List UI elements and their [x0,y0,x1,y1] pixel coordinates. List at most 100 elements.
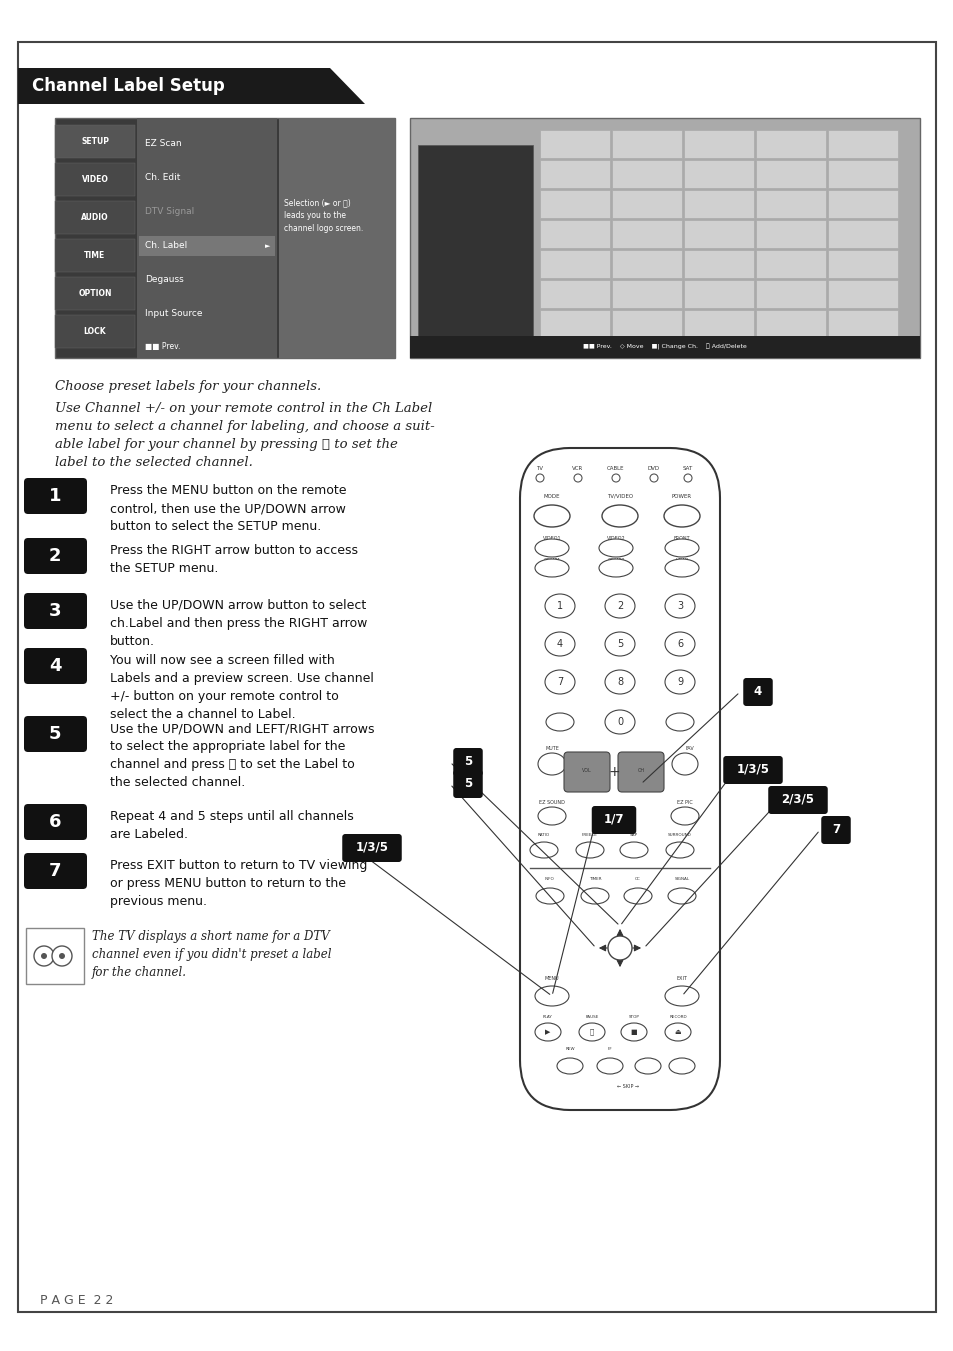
FancyBboxPatch shape [342,834,401,862]
FancyBboxPatch shape [827,280,897,308]
Text: ⏸: ⏸ [589,1028,594,1035]
Ellipse shape [601,505,638,527]
Text: VCR: VCR [572,466,583,470]
FancyBboxPatch shape [767,786,827,815]
Text: 7: 7 [49,862,61,880]
Text: CABLE: CABLE [607,466,624,470]
FancyBboxPatch shape [612,190,681,218]
FancyBboxPatch shape [618,753,663,792]
Text: 4: 4 [557,639,562,648]
Text: SAT: SAT [682,466,693,470]
FancyBboxPatch shape [417,145,533,350]
Text: +: + [608,765,619,780]
Ellipse shape [664,594,695,617]
Text: 4: 4 [49,657,61,676]
Ellipse shape [534,505,569,527]
Text: SURROUND: SURROUND [667,834,691,838]
FancyBboxPatch shape [410,336,919,358]
Text: 5: 5 [49,725,61,743]
Ellipse shape [623,888,651,904]
Text: ■■ Prev.: ■■ Prev. [145,342,180,350]
Text: PLAY: PLAY [542,1015,553,1019]
Text: 1/3/5: 1/3/5 [736,763,769,775]
Ellipse shape [536,888,563,904]
FancyBboxPatch shape [563,753,609,792]
FancyBboxPatch shape [683,190,753,218]
Circle shape [34,946,54,966]
FancyBboxPatch shape [539,280,609,308]
FancyBboxPatch shape [24,538,87,574]
FancyBboxPatch shape [55,163,135,196]
FancyBboxPatch shape [24,478,87,513]
Ellipse shape [544,594,575,617]
Text: MUTE: MUTE [544,746,558,751]
Text: Choose preset labels for your channels.: Choose preset labels for your channels. [55,380,321,393]
Ellipse shape [664,632,695,657]
Text: 6: 6 [49,813,61,831]
FancyBboxPatch shape [722,757,781,784]
Text: The TV displays a short name for a DTV
channel even if you didn't preset a label: The TV displays a short name for a DTV c… [91,929,331,979]
FancyBboxPatch shape [55,239,135,272]
Text: 8: 8 [617,677,622,688]
Text: SETUP: SETUP [81,138,109,146]
Text: HDMI: HDMI [675,558,688,562]
FancyBboxPatch shape [827,190,897,218]
FancyBboxPatch shape [137,118,276,358]
FancyBboxPatch shape [410,118,919,358]
Ellipse shape [604,632,635,657]
Text: COMP2: COMP2 [607,558,624,562]
FancyBboxPatch shape [612,250,681,278]
FancyBboxPatch shape [755,309,825,338]
Ellipse shape [604,711,635,734]
Text: EXIT: EXIT [676,975,687,981]
Ellipse shape [597,1058,622,1074]
Text: EZ Scan: EZ Scan [145,139,181,149]
FancyBboxPatch shape [55,126,135,158]
Ellipse shape [598,559,633,577]
FancyBboxPatch shape [24,716,87,753]
Text: FRONT: FRONT [673,535,690,540]
Text: 7: 7 [557,677,562,688]
Text: 5: 5 [463,777,472,790]
Text: POWER: POWER [671,493,691,499]
Text: ← SKIP →: ← SKIP → [617,1084,639,1089]
Circle shape [52,946,71,966]
Text: Use the UP/DOWN and LEFT/RIGHT arrows
to select the appropriate label for the
ch: Use the UP/DOWN and LEFT/RIGHT arrows to… [110,721,375,789]
FancyBboxPatch shape [742,678,772,707]
Ellipse shape [664,1023,690,1042]
Text: Selection (► or Ⓞ)
leads you to the
channel logo screen.: Selection (► or Ⓞ) leads you to the chan… [284,199,363,234]
FancyBboxPatch shape [26,928,84,984]
FancyBboxPatch shape [24,593,87,630]
Text: ⏏: ⏏ [674,1029,680,1035]
Ellipse shape [664,559,699,577]
Text: DTV Signal: DTV Signal [145,208,194,216]
FancyBboxPatch shape [827,220,897,249]
FancyBboxPatch shape [755,159,825,188]
FancyBboxPatch shape [683,130,753,158]
FancyBboxPatch shape [24,648,87,684]
Text: Press the MENU button on the remote
control, then use the UP/DOWN arrow
button t: Press the MENU button on the remote cont… [110,484,346,534]
Text: VOL: VOL [581,767,591,773]
FancyBboxPatch shape [821,816,850,844]
Text: 2: 2 [49,547,61,565]
Text: Input Source: Input Source [145,309,202,319]
FancyBboxPatch shape [539,130,609,158]
Text: P A G E  2 2: P A G E 2 2 [40,1293,113,1306]
FancyBboxPatch shape [683,280,753,308]
Ellipse shape [620,1023,646,1042]
FancyBboxPatch shape [278,118,395,358]
Polygon shape [18,68,365,104]
Text: FREEZE: FREEZE [581,834,598,838]
Text: Press the RIGHT arrow button to access
the SETUP menu.: Press the RIGHT arrow button to access t… [110,544,357,576]
Circle shape [59,952,65,959]
Text: STOP: STOP [628,1015,639,1019]
Ellipse shape [544,632,575,657]
FancyBboxPatch shape [55,277,135,309]
Ellipse shape [635,1058,660,1074]
Text: VIDEO: VIDEO [81,176,109,185]
Text: Use Channel +/- on your remote control in the Ch Label
menu to select a channel : Use Channel +/- on your remote control i… [55,403,435,469]
Text: ▶: ▶ [545,1029,550,1035]
FancyBboxPatch shape [18,42,935,1312]
FancyBboxPatch shape [539,250,609,278]
FancyBboxPatch shape [612,220,681,249]
